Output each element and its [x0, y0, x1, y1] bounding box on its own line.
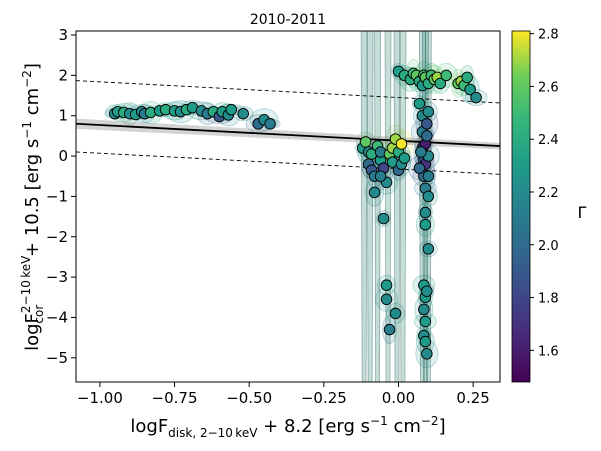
data-point — [419, 335, 432, 348]
colorbar-label: Γ — [578, 203, 587, 222]
data-point — [264, 118, 276, 130]
colorbar-tick-label: 1.6 — [538, 344, 559, 359]
data-point — [422, 170, 435, 182]
x-axis: −1.00 −0.75 −0.50 −0.25 0.00 0.25 — [77, 382, 490, 407]
data-point — [434, 77, 447, 90]
data-point — [422, 105, 435, 118]
y-axis: −5 −4 −3 −2 −1 0 1 2 3 — [46, 26, 76, 367]
data-point — [464, 83, 476, 96]
data-point — [421, 130, 433, 142]
y-tick-label: 1 — [58, 107, 68, 125]
data-point — [413, 97, 426, 110]
plot-frame — [75, 30, 501, 383]
data-point — [225, 103, 238, 116]
data-point — [415, 146, 427, 158]
data-point — [359, 136, 372, 148]
chart-title: 2010-2011 — [250, 12, 326, 28]
data-point — [461, 71, 473, 84]
data-points — [109, 65, 482, 360]
data-point — [418, 303, 430, 316]
y-tick-label: 2 — [58, 66, 68, 84]
x-tick-label: 0.25 — [456, 389, 489, 407]
error-streak — [360, 31, 368, 382]
data-point — [389, 307, 402, 320]
y-tick-label: −3 — [46, 268, 68, 286]
data-point — [380, 293, 393, 306]
error-streak — [393, 31, 401, 382]
error-streak — [399, 31, 407, 382]
data-point — [421, 285, 433, 297]
dashed-bound-line — [76, 80, 500, 104]
y-tick-label: −4 — [46, 308, 68, 326]
colorbar-axis: 1.6 1.8 2.0 2.2 2.4 2.6 2.8 — [530, 28, 559, 359]
y-tick-label: −1 — [46, 187, 68, 205]
data-point — [383, 323, 396, 336]
data-point — [419, 218, 432, 231]
y-axis-label: logF2−10 keVcor + 10.5 [erg s−1 cm−2] — [19, 63, 46, 351]
data-point — [368, 186, 381, 199]
colorbar-tick-label: 2.4 — [538, 133, 559, 148]
data-point — [421, 348, 433, 360]
data-point — [237, 107, 249, 120]
data-point — [440, 69, 453, 82]
colorbar-tick-label: 2.8 — [538, 28, 559, 43]
y-tick-label: −2 — [46, 228, 68, 246]
data-point — [419, 315, 432, 328]
data-point — [395, 138, 408, 150]
plot-area — [76, 31, 500, 382]
colorbar-tick-label: 2.6 — [538, 80, 559, 95]
x-tick-label: 0.00 — [382, 389, 415, 407]
y-tick-label: 0 — [58, 147, 68, 165]
error-streak — [366, 31, 374, 382]
data-point — [422, 190, 435, 203]
data-point — [377, 212, 390, 225]
x-tick-label: −0.25 — [301, 389, 347, 407]
x-axis-label: logFdisk, 2−10 keV + 8.2 [erg s−1 cm−2] — [130, 414, 445, 440]
data-point — [422, 243, 435, 255]
data-point — [398, 152, 411, 164]
y-tick-label: 3 — [58, 26, 68, 44]
colorbar-tick-label: 1.8 — [538, 292, 559, 307]
x-tick-label: −0.75 — [152, 389, 198, 407]
data-point — [419, 206, 432, 219]
x-tick-label: −0.50 — [226, 389, 272, 407]
data-point — [413, 162, 426, 174]
data-point — [470, 91, 482, 104]
data-point — [421, 118, 433, 130]
colorbar — [511, 30, 531, 383]
x-tick-label: −1.00 — [77, 389, 123, 407]
colorbar-tick-label: 2.2 — [538, 186, 559, 201]
error-streak — [374, 31, 381, 382]
data-point — [380, 279, 393, 291]
colorbar-tick-label: 2.0 — [538, 239, 559, 254]
y-tick-label: −5 — [46, 349, 68, 367]
data-point — [374, 170, 387, 182]
